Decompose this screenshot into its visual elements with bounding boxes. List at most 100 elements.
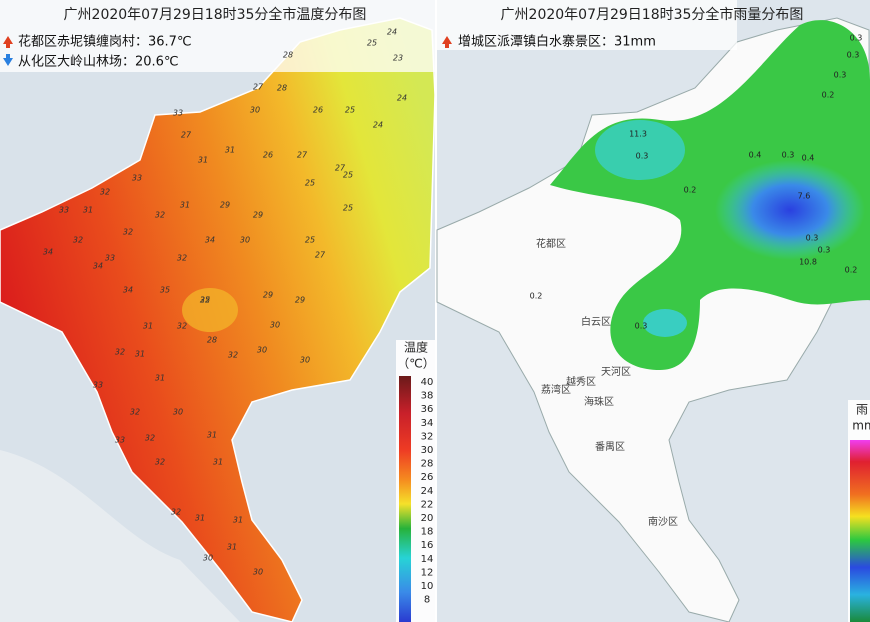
station-value: 30 [253,568,263,577]
station-value: 27 [315,251,326,260]
station-value: 32 [100,188,110,197]
station-value: 25 [305,179,315,188]
map-title: 广州2020年07月29日18时35分全市雨量分布图 [501,6,804,23]
legend-tick: 20 [421,513,434,524]
station-value: 0.3 [806,234,819,243]
station-value: 30 [240,236,250,245]
min-icon [3,54,13,66]
station-value: 34 [43,248,53,257]
station-value: 34 [205,236,215,245]
legend-tick: 16 [421,540,434,551]
max-note: 花都区赤坭镇缠岗村：36.7℃ [18,34,192,50]
station-value: 23 [393,54,403,63]
district-label: 越秀区 [566,375,596,388]
station-value: 30 [203,554,213,563]
header-bg [0,0,435,72]
legend-tick: 18 [421,527,434,538]
rain-field [595,120,685,180]
station-value: 0.3 [818,246,831,255]
rain-field [550,20,870,371]
legend-unit: （℃） [397,357,434,371]
station-value: 32 [155,458,165,467]
temperature-field [182,288,238,332]
station-value: 24 [373,121,383,130]
station-value: 31 [207,431,217,440]
legend-unit: mm [852,419,870,433]
station-value: 30 [173,408,183,417]
station-value: 30 [257,346,267,355]
legend-tick: 24 [421,486,434,497]
station-value: 31 [135,350,145,359]
station-value: 27 [297,151,308,160]
station-value: 25 [200,296,210,305]
max-icon [442,36,452,48]
map-title: 广州2020年07月29日18时35分全市温度分布图 [64,6,367,23]
station-value: 7.6 [798,192,811,201]
station-value: 31 [83,206,93,215]
legend-tick: 32 [421,431,434,442]
station-value: 31 [198,156,208,165]
station-value: 25 [367,39,377,48]
station-value: 31 [233,516,243,525]
legend-tick: 22 [421,499,434,510]
station-value: 28 [207,336,217,345]
station-value: 24 [397,94,407,103]
station-value: 29 [263,291,273,300]
rain-field [715,160,865,260]
legend-tick: 12 [421,567,434,578]
station-value: 29 [295,296,305,305]
station-value: 33 [59,206,69,215]
station-value: 27 [181,131,192,140]
legend-tick: 36 [421,404,434,415]
legend-title: 温度 [404,340,428,355]
station-value: 31 [155,374,165,383]
station-value: 32 [130,408,140,417]
station-value: 26 [313,106,323,115]
station-value: 33 [115,436,125,445]
station-value: 0.3 [834,71,847,80]
station-value: 0.3 [636,152,649,161]
station-value: 32 [177,322,187,331]
station-value: 25 [343,204,353,213]
station-value: 31 [195,514,205,523]
station-value: 28 [277,84,287,93]
legend-tick: 34 [421,418,434,429]
station-value: 32 [73,236,83,245]
legend-tick: 30 [421,445,434,456]
station-value: 0.2 [845,266,858,275]
legend-tick: 8 [424,595,430,606]
station-value: 33 [93,381,103,390]
station-value: 10.8 [799,258,817,267]
station-value: 30 [250,106,260,115]
station-value: 0.3 [847,51,860,60]
legend-tick: 38 [421,391,434,402]
district-label: 南沙区 [648,515,678,528]
legend-tick: 10 [421,581,434,592]
legend-bar [850,440,870,622]
district-label: 荔湾区 [541,383,571,396]
max-icon [3,36,13,48]
station-value: 32 [123,228,133,237]
station-value: 0.2 [822,91,835,100]
station-value: 0.3 [850,34,863,43]
legend-tick: 40 [421,377,434,388]
station-value: 29 [220,201,230,210]
min-note: 从化区大岭山林场：20.6℃ [18,55,179,70]
header-bg [437,0,737,50]
legend-tick: 14 [421,554,434,565]
station-value: 33 [173,109,183,118]
station-value: 32 [145,434,155,443]
station-value: 0.4 [749,151,762,160]
station-value: 24 [387,28,397,37]
station-value: 32 [171,508,181,517]
station-value: 26 [263,151,273,160]
legend-title: 雨 [856,403,868,417]
station-value: 28 [283,51,293,60]
station-value: 0.4 [802,154,815,163]
station-value: 0.2 [684,186,697,195]
station-value: 32 [200,296,210,305]
station-value: 31 [143,322,153,331]
station-value: 32 [228,351,238,360]
station-value: 0.3 [782,151,795,160]
